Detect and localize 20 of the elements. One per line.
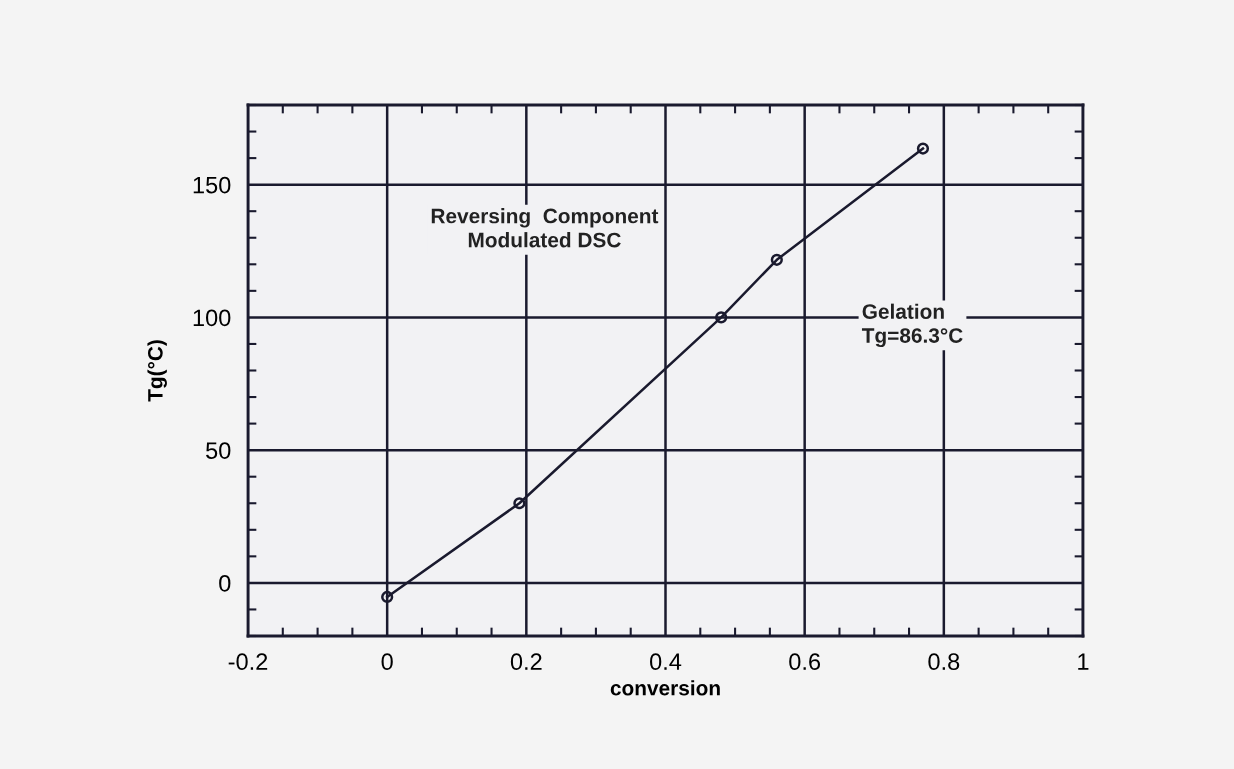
y-tick-label: 150 [193, 176, 231, 194]
y-tick-label: 50 [206, 442, 231, 459]
point [381, 590, 394, 604]
x-tick-label: 0.2 [510, 653, 542, 671]
point [715, 311, 728, 324]
y-tick-label: 0 [219, 574, 231, 592]
annotation: Gelation Tg=86.3°C [861, 303, 963, 348]
point [513, 497, 526, 510]
x-tick-label: 0.6 [789, 653, 821, 671]
y-axis-title: Tg(°C) [147, 340, 167, 402]
x-tick-label: 1 [1078, 653, 1089, 670]
x-axis-title: conversion [610, 680, 720, 696]
x-tick-label: 0.8 [928, 653, 960, 671]
x-tick-label: 0.4 [650, 653, 682, 671]
annotation: Reversing Component Modulated DSC [431, 208, 659, 248]
x-tick-label: 0 [381, 653, 393, 671]
y-tick-label: 100 [193, 309, 231, 327]
point [916, 142, 930, 155]
x-tick-label: -0.2 [228, 653, 268, 671]
point [770, 253, 783, 266]
